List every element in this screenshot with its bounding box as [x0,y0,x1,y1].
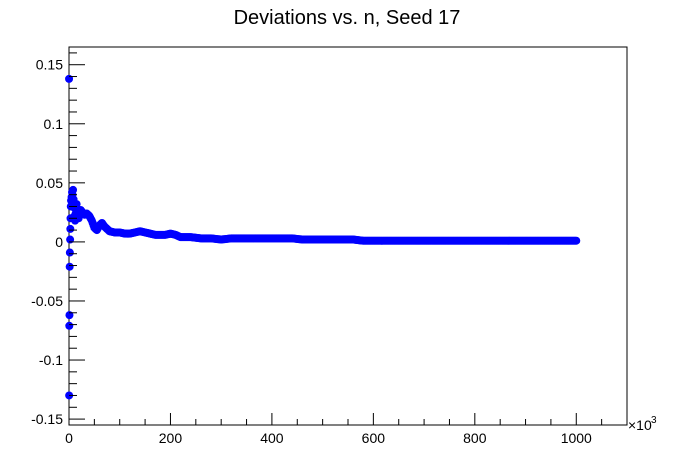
y-tick-label: 0.15 [36,57,63,73]
x-axis: 0 200 400 600 800 1000 [65,413,628,446]
x-tick-label: 1000 [561,430,592,446]
y-tick-label: 0.1 [44,116,64,132]
data-point [65,321,74,330]
x-multiplier-exponent: 3 [651,415,657,426]
data-point [69,185,78,194]
x-tick-label: 0 [65,430,73,446]
data-point [572,236,581,245]
y-axis: -0.15 -0.1 -0.05 0 0.05 0.1 0.15 [31,52,85,427]
x-multiplier: ×10 3 [628,415,657,433]
x-tick-label: 800 [463,430,487,446]
data-point [66,224,75,233]
x-multiplier-label: ×10 [628,417,652,433]
y-tick-label: -0.05 [31,293,63,309]
data-point [65,262,74,271]
chart-title: Deviations vs. n, Seed 17 [234,7,461,29]
x-tick-label: 600 [362,430,386,446]
y-tick-label: 0 [55,234,63,250]
data-points [65,74,581,400]
y-tick-label: -0.1 [39,352,63,368]
x-tick-label: 400 [260,430,284,446]
y-tick-label: -0.15 [31,411,63,427]
data-point [65,248,74,257]
y-tick-label: 0.05 [36,175,63,191]
x-tick-label: 200 [159,430,183,446]
